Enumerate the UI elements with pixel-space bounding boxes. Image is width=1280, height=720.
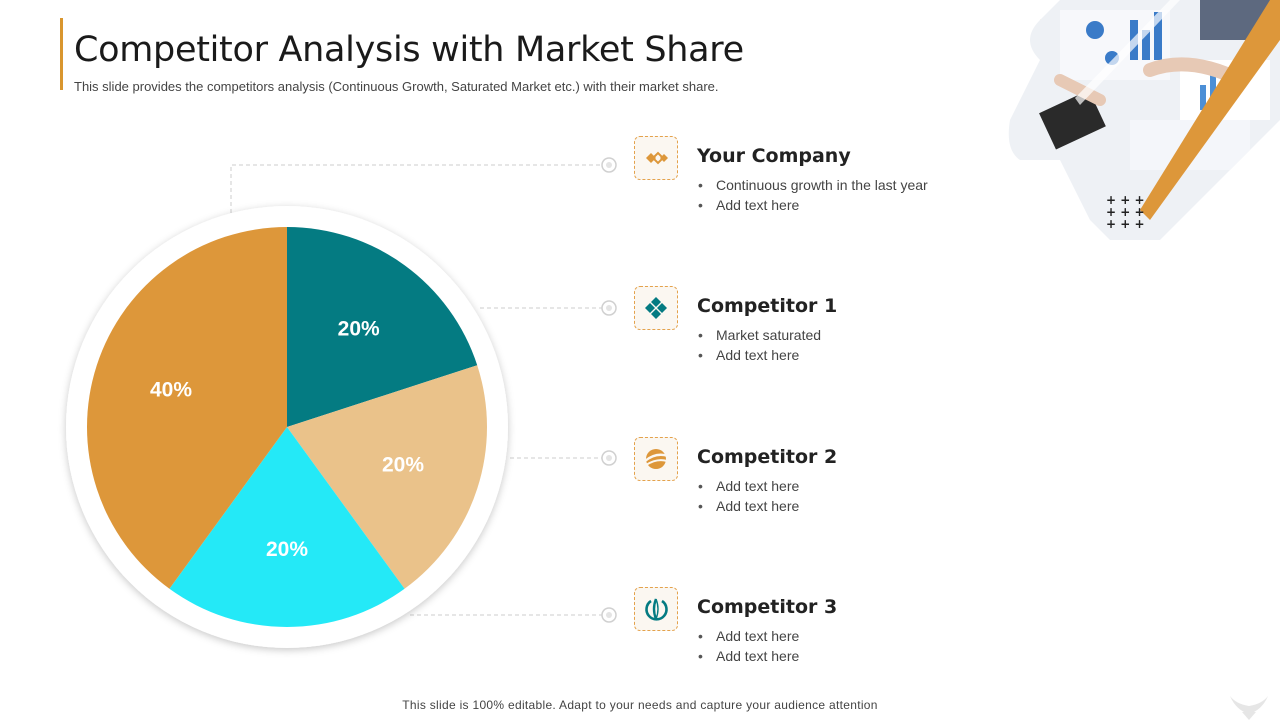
item-competitor-1: Competitor 1 Market saturated Add text h… — [634, 286, 994, 386]
business-meeting-photo: + + + + + + + + + — [1000, 0, 1280, 240]
pie-slice-competitor-1 — [287, 227, 478, 427]
list-item: Add text here — [698, 497, 799, 517]
brand-logo-icon — [1230, 696, 1268, 720]
list-item: Continuous growth in the last year — [698, 176, 928, 196]
item-title: Competitor 3 — [697, 596, 838, 618]
svg-text:+ + +: + + + — [1106, 217, 1145, 231]
item-competitor-3: Competitor 3 Add text here Add text here — [634, 587, 994, 687]
page-title: Competitor Analysis with Market Share — [74, 30, 744, 70]
pie-slice-label: 20% — [338, 317, 380, 340]
diamond-cluster-icon — [634, 286, 678, 330]
pie-slice-competitor-2 — [287, 365, 487, 589]
item-title: Competitor 1 — [697, 295, 838, 317]
connector-lines — [230, 164, 603, 616]
item-bullet-list: Continuous growth in the last year Add t… — [698, 176, 928, 216]
pie-slice-your-company — [87, 227, 287, 589]
circle-swirl-icon — [634, 587, 678, 631]
svg-text:+ + +: + + + — [1106, 193, 1145, 207]
swoosh-globe-icon — [634, 437, 678, 481]
svg-text:+ + +: + + + — [1106, 205, 1145, 219]
list-item: Add text here — [698, 627, 799, 647]
list-item: Add text here — [698, 196, 928, 216]
pie-slice-competitor-3 — [169, 427, 405, 627]
item-your-company: Your Company Continuous growth in the la… — [634, 136, 994, 236]
plus-pattern: + + + + + + + + + — [1106, 193, 1145, 231]
pie-slice-label: 20% — [266, 538, 308, 561]
pie-slice-label: 20% — [382, 454, 424, 477]
connector-dots — [601, 157, 617, 623]
item-title: Your Company — [697, 145, 851, 167]
pie-slice-label: 40% — [150, 378, 192, 401]
list-item: Add text here — [698, 477, 799, 497]
item-bullet-list: Add text here Add text here — [698, 627, 799, 667]
diamond-chain-icon — [634, 136, 678, 180]
list-item: Add text here — [698, 346, 821, 366]
footer-note: This slide is 100% editable. Adapt to yo… — [402, 698, 878, 712]
item-bullet-list: Market saturated Add text here — [698, 326, 821, 366]
item-bullet-list: Add text here Add text here — [698, 477, 799, 517]
item-title: Competitor 2 — [697, 446, 838, 468]
page-subtitle: This slide provides the competitors anal… — [74, 79, 719, 94]
title-accent-bar — [60, 18, 63, 90]
item-competitor-2: Competitor 2 Add text here Add text here — [634, 437, 994, 537]
list-item: Market saturated — [698, 326, 821, 346]
list-item: Add text here — [698, 647, 799, 667]
